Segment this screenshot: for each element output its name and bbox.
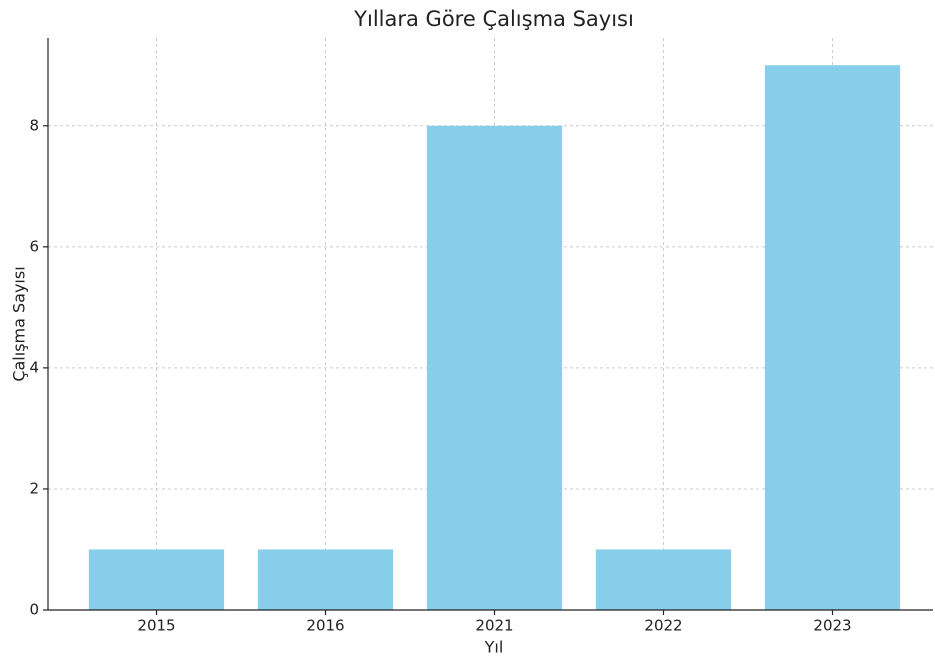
y-tick-label: 6 xyxy=(29,237,39,255)
y-tick-label: 0 xyxy=(29,601,39,619)
x-axis-label: Yıl xyxy=(484,638,504,657)
bar xyxy=(257,549,394,610)
bar xyxy=(88,549,225,610)
x-tick-label: 2021 xyxy=(475,617,513,635)
y-tick-label: 8 xyxy=(29,116,39,134)
bar xyxy=(595,549,732,610)
y-tick-label: 2 xyxy=(29,479,39,497)
chart-title: Yıllara Göre Çalışma Sayısı xyxy=(353,7,634,31)
x-tick-label: 2022 xyxy=(644,617,682,635)
x-tick-label: 2016 xyxy=(306,617,344,635)
x-tick-label: 2023 xyxy=(813,617,851,635)
y-tick-label: 4 xyxy=(29,358,39,376)
bar xyxy=(764,65,901,610)
y-axis-label: Çalışma Sayısı xyxy=(10,266,29,381)
bar xyxy=(426,125,563,610)
x-tick-label: 2015 xyxy=(137,617,175,635)
